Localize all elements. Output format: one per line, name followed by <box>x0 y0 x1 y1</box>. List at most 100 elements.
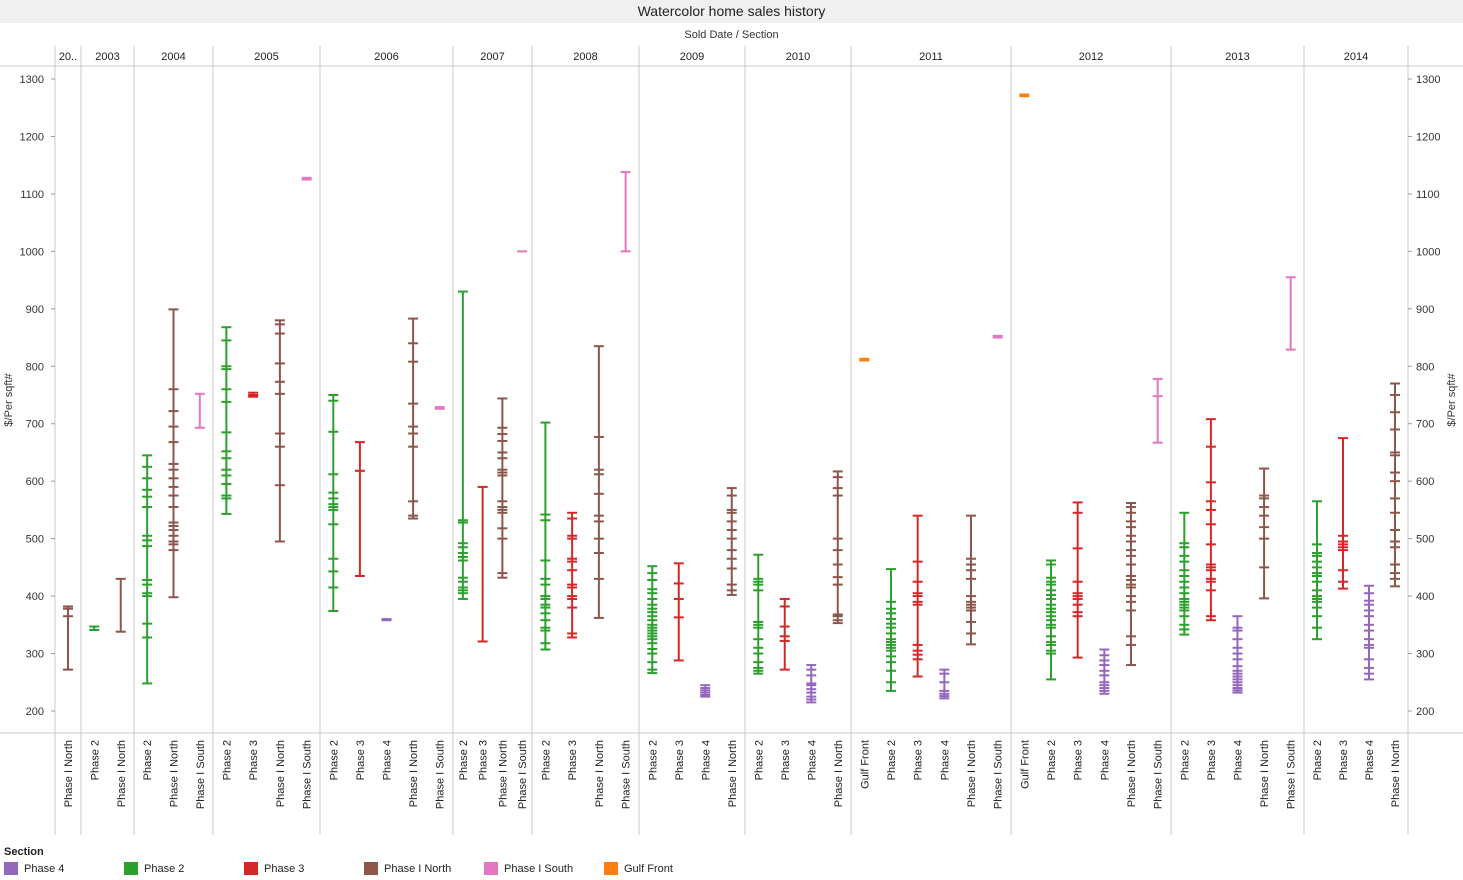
section-label: Phase 4 <box>1099 740 1111 780</box>
y-tick-label-left: 1000 <box>20 246 44 258</box>
legend-swatch <box>604 862 618 875</box>
column-header-title: Sold Date / Section <box>684 29 779 41</box>
section-label: Phase 2 <box>647 740 659 780</box>
y-tick-label-right: 1000 <box>1416 246 1440 258</box>
section-label: Phase I South <box>993 740 1005 809</box>
section-label: Phase 3 <box>1206 740 1218 780</box>
section-label: Phase I North <box>275 740 287 807</box>
y-tick-label-right: 1100 <box>1416 189 1440 201</box>
y-axis-title-left: $/Per sqft# <box>3 373 15 427</box>
section-label: Phase I South <box>435 740 447 809</box>
section-label: Phase I North <box>966 740 978 807</box>
y-tick-label-left: 200 <box>26 706 44 718</box>
section-label: Phase 3 <box>780 740 792 780</box>
legend-label: Gulf Front <box>624 863 673 875</box>
section-label: Phase 2 <box>1312 740 1324 780</box>
y-tick-label-right: 900 <box>1416 304 1434 316</box>
legend-label: Phase 4 <box>24 863 65 875</box>
legend-swatch <box>124 862 138 875</box>
section-label: Phase 2 <box>753 740 765 780</box>
legend-label: Phase I North <box>384 863 452 875</box>
y-tick-label-left: 500 <box>26 534 44 546</box>
y-tick-label-left: 300 <box>26 649 44 661</box>
legend-swatch <box>364 862 378 875</box>
section-label: Phase 2 <box>540 740 552 780</box>
y-tick-label-left: 900 <box>26 304 44 316</box>
section-label: Phase 2 <box>328 740 340 780</box>
legend-label: Phase 3 <box>264 863 305 875</box>
section-label: Phase I South <box>1286 740 1298 809</box>
section-label: Phase I North <box>1126 740 1138 807</box>
year-header: 2006 <box>374 51 398 63</box>
y-tick-label-right: 200 <box>1416 706 1434 718</box>
y-tick-label-right: 600 <box>1416 476 1434 488</box>
year-header: 2003 <box>95 51 119 63</box>
section-label: Phase 2 <box>1179 740 1191 780</box>
section-label: Phase 3 <box>1073 740 1085 780</box>
y-tick-label-left: 400 <box>26 591 44 603</box>
y-tick-label-left: 800 <box>26 361 44 373</box>
section-label: Phase 4 <box>939 740 951 780</box>
y-tick-label-right: 400 <box>1416 591 1434 603</box>
section-label: Phase 2 <box>142 740 154 780</box>
section-label: Phase I North <box>408 740 420 807</box>
section-label: Phase 3 <box>248 740 260 780</box>
y-tick-label-right: 1300 <box>1416 74 1440 86</box>
y-tick-label-right: 700 <box>1416 419 1434 431</box>
section-label: Phase 2 <box>89 740 101 780</box>
year-header: 20.. <box>59 51 77 63</box>
section-label: Phase 3 <box>674 740 686 780</box>
legend-label: Phase 2 <box>144 863 185 875</box>
legend-title: Section <box>4 846 44 858</box>
section-label: Phase 4 <box>1364 740 1376 780</box>
section-label: Phase 4 <box>806 740 818 780</box>
y-tick-label-left: 1300 <box>20 74 44 86</box>
section-label: Gulf Front <box>859 740 871 789</box>
y-tick-label-left: 600 <box>26 476 44 488</box>
section-label: Phase I North <box>594 740 606 807</box>
year-header: 2007 <box>480 51 504 63</box>
legend-label: Phase I South <box>504 863 574 875</box>
section-label: Gulf Front <box>1019 740 1031 789</box>
y-tick-label-right: 300 <box>1416 649 1434 661</box>
section-label: Phase 2 <box>886 740 898 780</box>
section-label: Phase I North <box>116 740 128 807</box>
section-label: Phase 4 <box>1233 740 1245 780</box>
section-label: Phase 4 <box>382 740 394 780</box>
section-label: Phase 3 <box>567 740 579 780</box>
y-tick-label-left: 1200 <box>20 131 44 143</box>
section-label: Phase I South <box>302 740 314 809</box>
y-tick-label-left: 1100 <box>20 189 44 201</box>
section-label: Phase I South <box>621 740 633 809</box>
year-header: 2008 <box>573 51 597 63</box>
year-header: 2013 <box>1225 51 1249 63</box>
year-header: 2010 <box>786 51 810 63</box>
section-label: Phase I North <box>833 740 845 807</box>
section-label: Phase I North <box>1390 740 1402 807</box>
y-tick-label-left: 700 <box>26 419 44 431</box>
y-tick-label-right: 500 <box>1416 534 1434 546</box>
legend-swatch <box>4 862 18 875</box>
section-label: Phase 2 <box>221 740 233 780</box>
legend-swatch <box>484 862 498 875</box>
y-tick-label-right: 800 <box>1416 361 1434 373</box>
chart-title: Watercolor home sales history <box>637 3 826 19</box>
section-label: Phase 2 <box>458 740 470 780</box>
section-label: Phase 3 <box>355 740 367 780</box>
section-label: Phase I North <box>727 740 739 807</box>
section-label: Phase 2 <box>1046 740 1058 780</box>
section-label: Phase 3 <box>1338 740 1350 780</box>
year-header: 2014 <box>1344 51 1368 63</box>
y-tick-label-right: 1200 <box>1416 131 1440 143</box>
year-header: 2004 <box>161 51 185 63</box>
section-label: Phase I North <box>1259 740 1271 807</box>
section-label: Phase I South <box>517 740 529 809</box>
section-label: Phase 3 <box>478 740 490 780</box>
legend-swatch <box>244 862 258 875</box>
year-header: 2012 <box>1079 51 1103 63</box>
y-axis-title-right: $/Per sqft# <box>1446 373 1458 427</box>
section-label: Phase I North <box>497 740 509 807</box>
title-bar <box>0 0 1463 23</box>
year-header: 2005 <box>254 51 278 63</box>
